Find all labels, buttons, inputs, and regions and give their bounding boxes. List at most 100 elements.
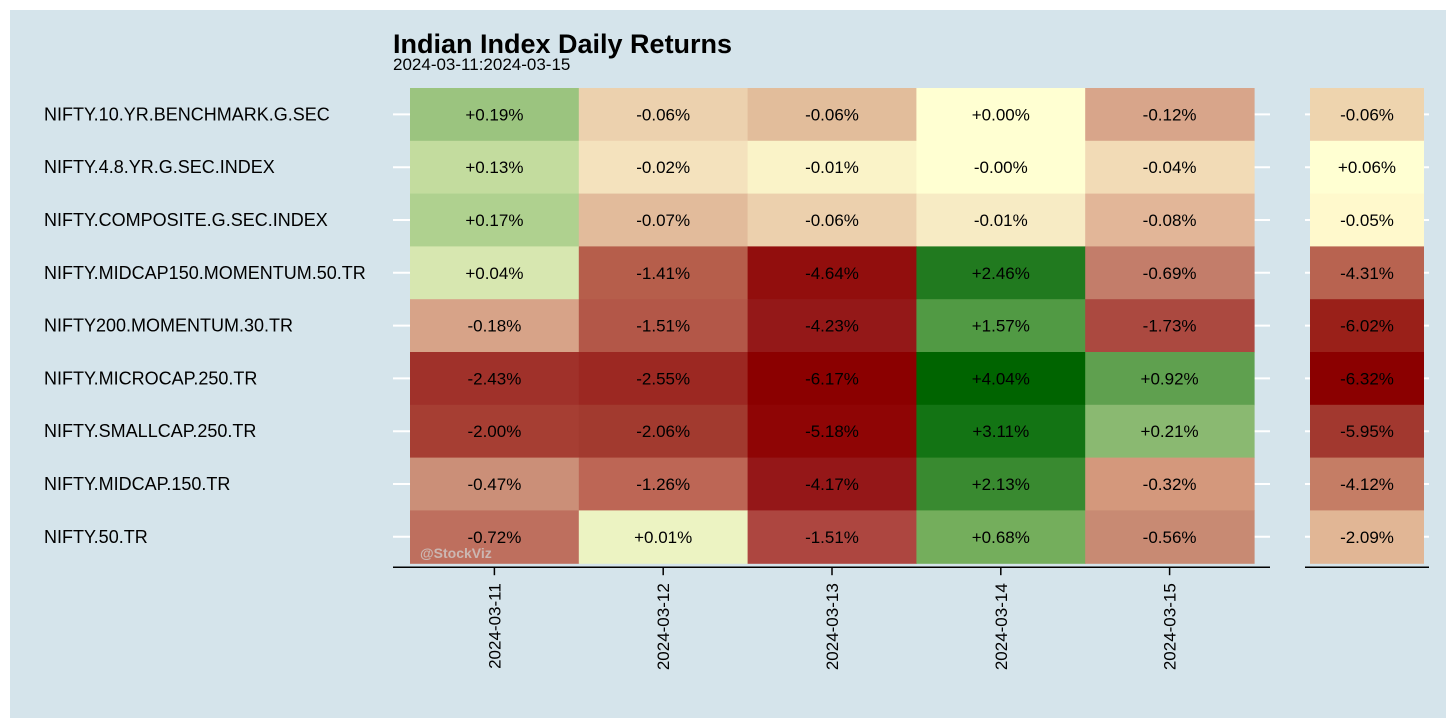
cell-label: -2.55% (636, 369, 690, 388)
cell-label: -4.23% (805, 317, 859, 336)
cell-label: +0.17% (465, 211, 523, 230)
cell-label: -4.17% (805, 475, 859, 494)
summary-cell (1310, 246, 1424, 300)
summary-label: -2.09% (1340, 528, 1394, 547)
cell-label: -1.51% (805, 528, 859, 547)
heatmap-cell (578, 88, 749, 142)
heatmap-cell (1085, 193, 1255, 247)
heatmap-cell (410, 88, 580, 142)
heatmap-cell (916, 193, 1086, 247)
cell-label: -5.18% (805, 422, 859, 441)
heatmap-cell (1085, 457, 1255, 511)
row-label: NIFTY.MIDCAP.150.TR (44, 474, 230, 494)
heatmap-cell (747, 88, 917, 142)
chart-subtitle: 2024-03-11:2024-03-15 (393, 55, 570, 74)
heatmap-cell (916, 457, 1086, 511)
row-label: NIFTY200.MOMENTUM.30.TR (44, 316, 293, 336)
x-tick-label: 2024-03-14 (992, 583, 1011, 670)
x-tick-label: 2024-03-12 (654, 583, 673, 670)
row-label: NIFTY.MICROCAP.250.TR (44, 368, 257, 388)
row-label: NIFTY.MIDCAP150.MOMENTUM.50.TR (44, 263, 366, 283)
heatmap-cell (410, 457, 580, 511)
row-label: NIFTY.50.TR (44, 527, 148, 547)
heatmap-cell (410, 404, 580, 459)
heatmap-cell (916, 352, 1086, 406)
summary-cell (1310, 510, 1424, 564)
heatmap-cell (1085, 404, 1255, 459)
x-tick-label: 2024-03-13 (823, 583, 842, 670)
heatmap-cell (410, 299, 580, 353)
main-heatmap: +0.19% -0.06% -0.06% +0.00% -0.12% +0.13% -0.0… (410, 88, 1255, 564)
x-tick-label: 2024-03-15 (1161, 583, 1180, 670)
heatmap-cell (747, 140, 917, 195)
cell-label: -1.41% (636, 264, 690, 283)
heatmap-cell (410, 193, 580, 247)
heatmap-cell (410, 246, 580, 300)
cell-label: +0.92% (1141, 369, 1199, 388)
cell-label: -0.01% (805, 158, 859, 177)
summary-cell (1310, 299, 1424, 353)
heatmap-cell (1085, 299, 1255, 353)
summary-label: -6.32% (1340, 369, 1394, 388)
heatmap-cell (578, 193, 749, 247)
heatmap-cell (410, 140, 580, 195)
cell-label: -0.12% (1143, 105, 1197, 124)
cell-label: -0.06% (636, 105, 690, 124)
heatmap-cell (1085, 510, 1255, 564)
heatmap-cell (747, 352, 917, 406)
cell-label: -1.26% (636, 475, 690, 494)
summary-label: -4.12% (1340, 475, 1394, 494)
cell-label: +0.19% (465, 105, 523, 124)
heatmap-cell (1085, 246, 1255, 300)
watermark: @StockViz (420, 545, 492, 561)
cell-label: -0.47% (467, 475, 521, 494)
heatmap-cell (578, 457, 749, 511)
cell-label: +1.57% (972, 317, 1030, 336)
summary-label: -6.02% (1340, 317, 1394, 336)
heatmap-cell (410, 352, 580, 406)
cell-label: -1.73% (1143, 317, 1197, 336)
row-label: NIFTY.COMPOSITE.G.SEC.INDEX (44, 210, 328, 230)
heatmap-cell (578, 510, 749, 564)
x-axis: 2024-03-11 2024-03-12 2024-03-13 2024-03-14… (393, 566, 1429, 670)
cell-label: -0.01% (974, 211, 1028, 230)
heatmap-cell (916, 246, 1086, 300)
summary-label: -0.05% (1340, 211, 1394, 230)
summary-heatmap: -0.06% +0.06% -0.05% -4.31% -6.02% -6.32% -5.9… (1310, 88, 1424, 564)
heatmap-cell (1085, 88, 1255, 142)
summary-label: -5.95% (1340, 422, 1394, 441)
heatmap-cell (916, 510, 1086, 564)
heatmap-cell (916, 299, 1086, 353)
cell-label: -2.06% (636, 422, 690, 441)
heatmap-cell (747, 510, 917, 564)
heatmap-cell (747, 404, 917, 459)
cell-label: +0.68% (972, 528, 1030, 547)
summary-label: +0.06% (1338, 158, 1396, 177)
heatmap-cell (1085, 140, 1255, 195)
heatmap-cell (1085, 352, 1255, 406)
summary-cell (1310, 140, 1424, 195)
row-label: NIFTY.SMALLCAP.250.TR (44, 421, 256, 441)
heatmap-cell (578, 404, 749, 459)
cell-label: -0.06% (805, 211, 859, 230)
cell-label: +0.00% (972, 105, 1030, 124)
cell-label: +0.04% (465, 264, 523, 283)
heatmap-cell (916, 88, 1086, 142)
row-labels: NIFTY.10.YR.BENCHMARK.G.SEC NIFTY.4.8.YR.… (44, 104, 366, 546)
heatmap-cell (410, 510, 580, 564)
cell-label: -0.32% (1143, 475, 1197, 494)
row-label: NIFTY.10.YR.BENCHMARK.G.SEC (44, 104, 330, 124)
summary-label: -4.31% (1340, 264, 1394, 283)
summary-cell (1310, 404, 1424, 459)
heatmap-cell (578, 299, 749, 353)
cell-label: +0.21% (1141, 422, 1199, 441)
cell-label: +0.01% (634, 528, 692, 547)
summary-cell (1310, 193, 1424, 247)
cell-label: -0.72% (467, 528, 521, 547)
cell-label: -0.08% (1143, 211, 1197, 230)
cell-label: -0.00% (974, 158, 1028, 177)
heatmap-cell (747, 193, 917, 247)
summary-cell (1310, 457, 1424, 511)
heatmap-cell (747, 299, 917, 353)
